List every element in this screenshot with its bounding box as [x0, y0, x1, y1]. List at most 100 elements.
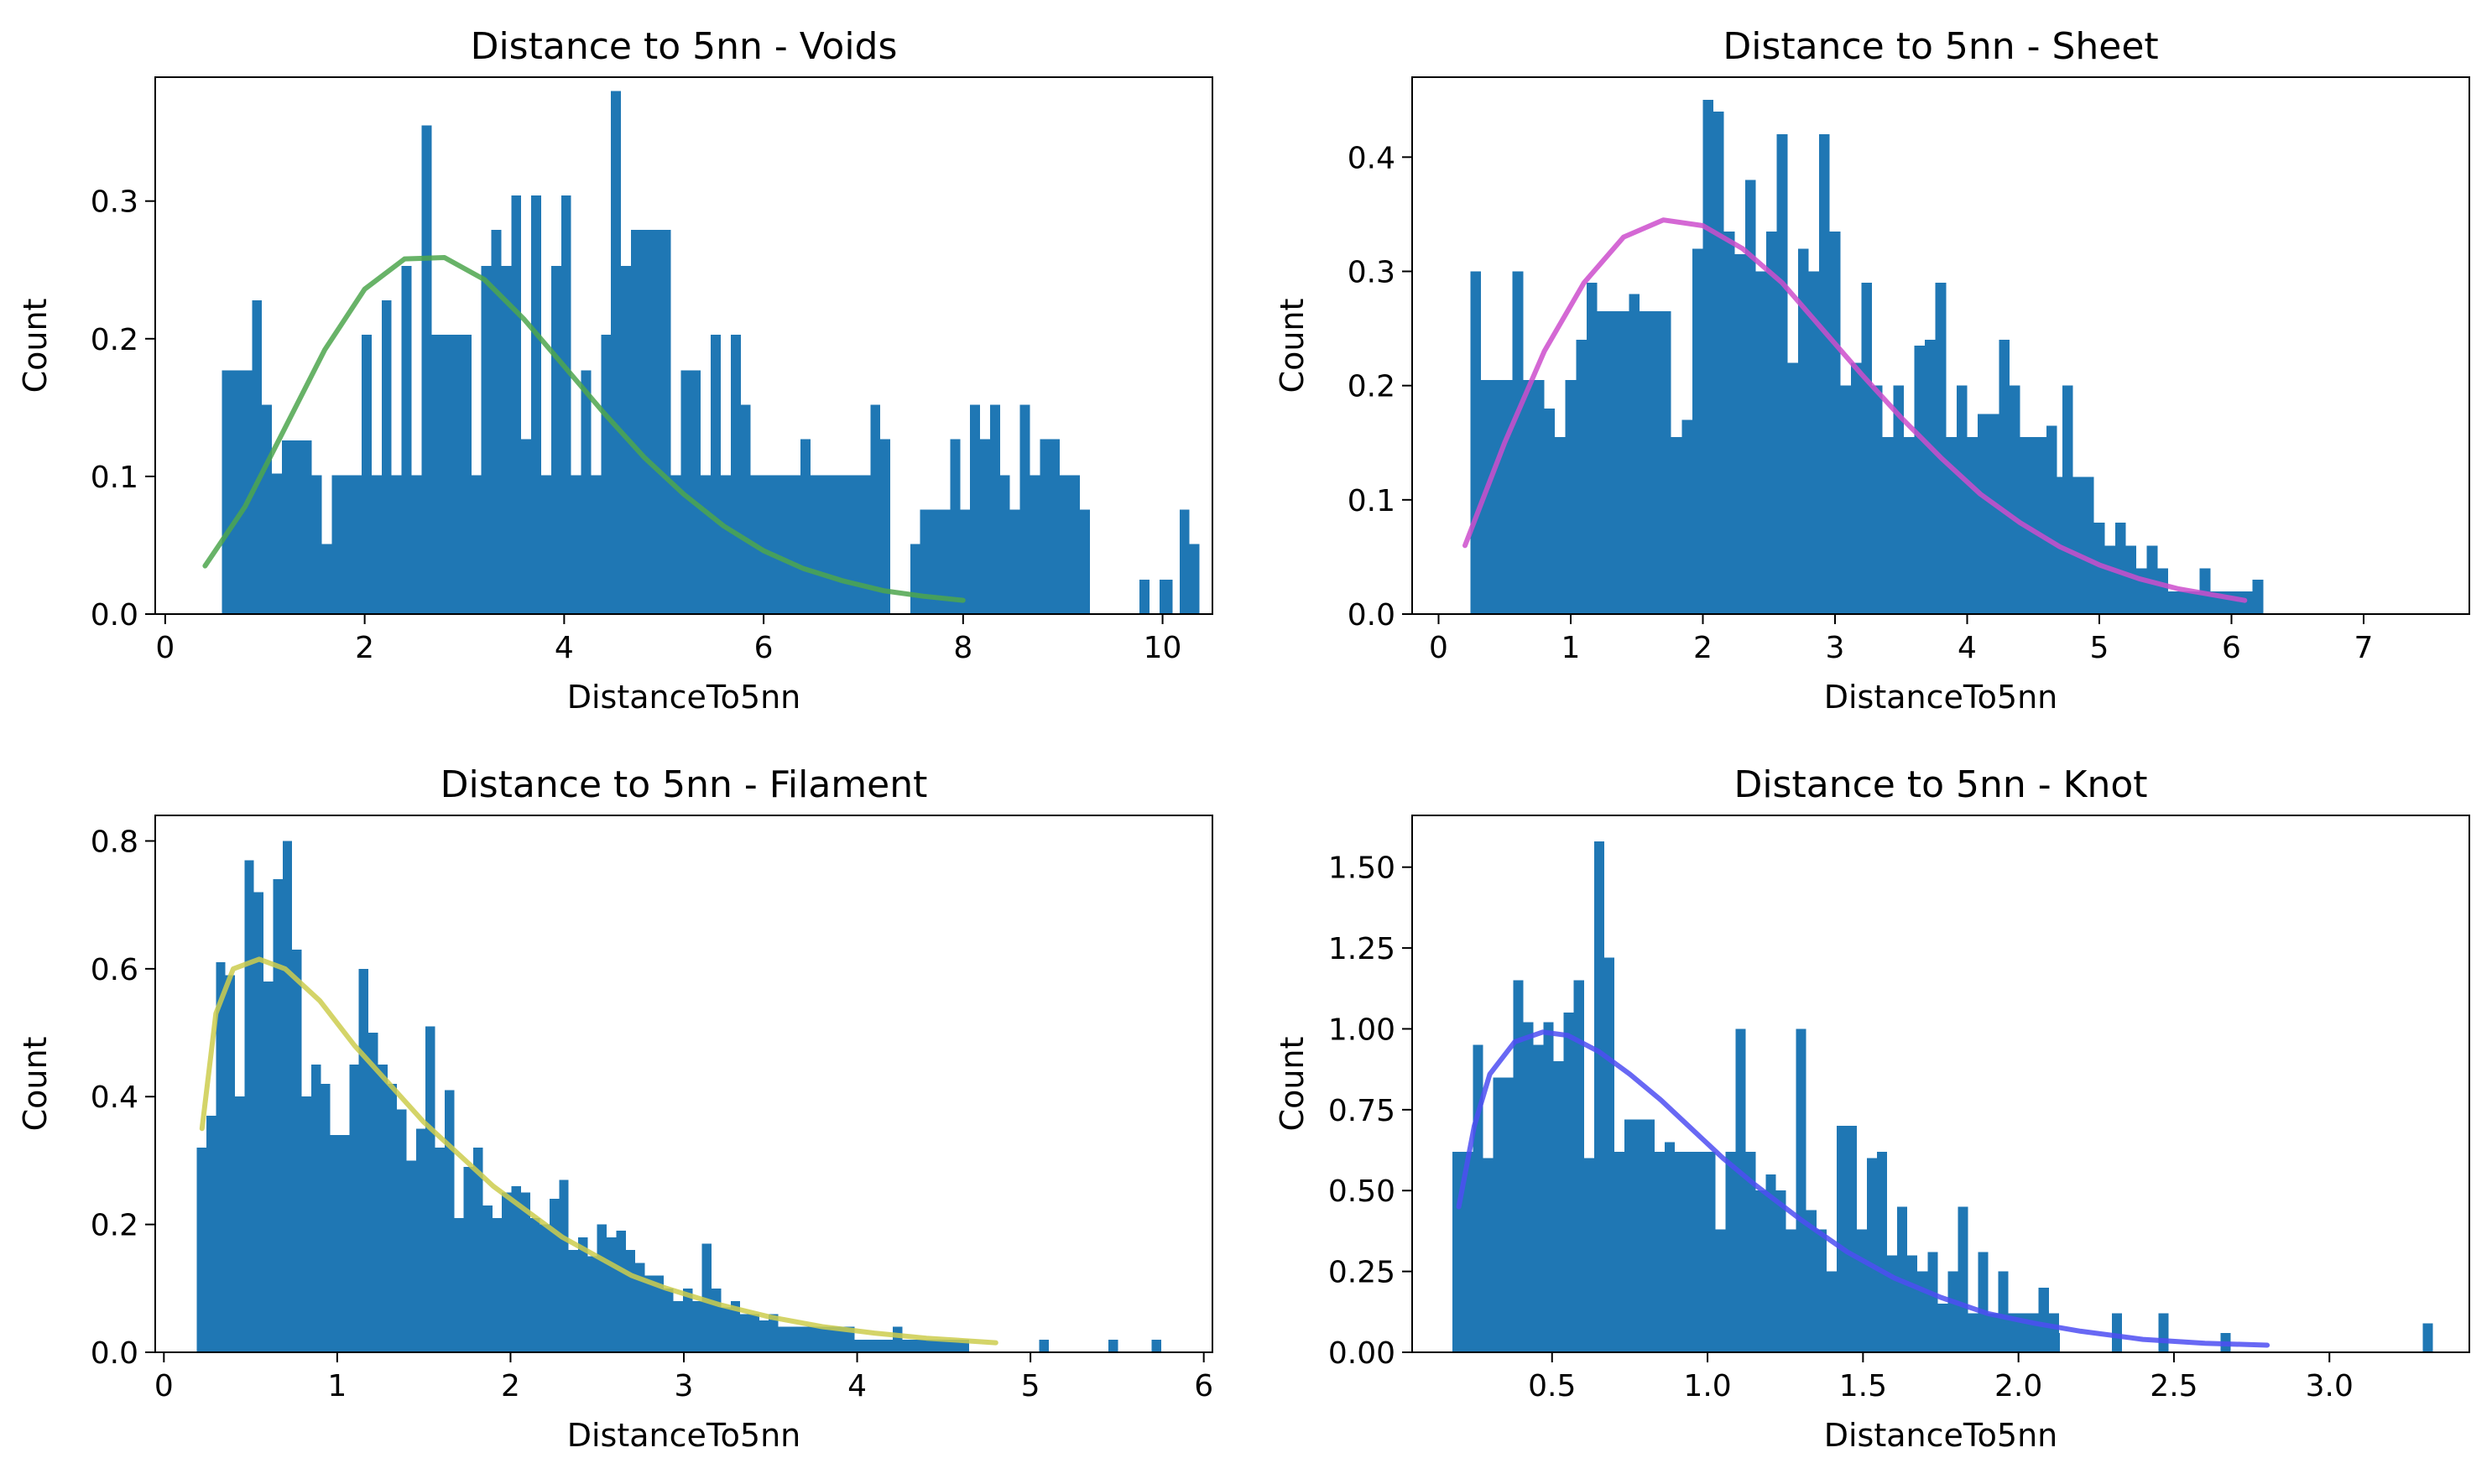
histogram-bar	[2046, 425, 2057, 614]
histogram-bar	[321, 1084, 331, 1352]
histogram-bar	[1665, 1142, 1676, 1352]
histogram-bar	[559, 1179, 569, 1352]
histogram-bar	[232, 370, 242, 614]
y-axis-label: Count	[17, 299, 54, 393]
histogram-bar	[2009, 385, 2020, 614]
subplot-4: 0.5 1.0 1.5 2.0 2.5 3.0 0.00 0.25 0.50 0.75 1.00 1.…	[1274, 763, 2470, 1454]
x-tick-label: 1.5	[1839, 1369, 1887, 1403]
histogram-bar	[601, 334, 612, 614]
histogram-bar	[1861, 283, 1873, 614]
histogram-bar	[242, 370, 253, 614]
histogram-bar	[1009, 509, 1020, 614]
histogram-bar	[1660, 311, 1671, 614]
histogram-bar	[1513, 980, 1524, 1352]
histogram-bar	[1151, 1339, 1162, 1352]
histogram-bar	[1866, 1158, 1878, 1352]
histogram-bar	[635, 1263, 645, 1352]
histogram-bar	[387, 1084, 398, 1352]
y-tick-label: 0.0	[91, 598, 138, 633]
histogram-bar	[2062, 385, 2073, 614]
y-tick-label: 0.8	[91, 825, 138, 859]
histogram-bar	[1998, 1271, 2009, 1352]
histogram-bar	[1544, 408, 1556, 614]
histogram-bar	[530, 1218, 540, 1352]
histogram-bar	[2028, 1313, 2039, 1352]
histogram-bar	[1470, 271, 1481, 614]
histogram-bar	[391, 475, 402, 614]
x-tick-label: 6	[1194, 1369, 1213, 1403]
histogram-bar	[371, 475, 382, 614]
histogram-bar	[492, 1218, 503, 1352]
histogram-bar	[225, 975, 236, 1352]
histogram-bar	[1473, 1044, 1483, 1352]
histogram-bar	[491, 230, 502, 614]
x-tick-label: 5	[1021, 1369, 1040, 1403]
histogram-bar	[273, 879, 283, 1352]
histogram-bar	[1935, 283, 1947, 614]
histogram-bar	[1685, 1151, 1696, 1352]
histogram-bar	[959, 1339, 969, 1352]
histogram-bar	[835, 1326, 846, 1352]
histogram-bar	[2178, 591, 2190, 614]
histogram-bar	[1512, 271, 1524, 614]
x-tick-label: 1.0	[1683, 1369, 1731, 1403]
histogram-bar	[578, 1237, 588, 1352]
histogram-bar	[790, 475, 801, 614]
histogram-bar	[854, 1339, 864, 1352]
histogram-bar	[2008, 1313, 2019, 1352]
histogram-bar	[253, 892, 264, 1352]
histogram-bar	[980, 439, 990, 614]
histogram-bar	[2125, 545, 2137, 614]
histogram-bar	[873, 1339, 884, 1352]
histogram-bar	[1189, 544, 1200, 614]
histogram-bar	[1573, 980, 1584, 1352]
histogram-bar	[1796, 1028, 1806, 1352]
x-tick-label: 0.5	[1528, 1369, 1576, 1403]
histogram-bar	[840, 475, 851, 614]
histogram-bar	[263, 982, 274, 1352]
y-tick-label: 0.50	[1328, 1174, 1395, 1209]
fit-curve	[1456, 1029, 2270, 1348]
histogram-bar	[2189, 591, 2200, 614]
histogram-bar	[1139, 579, 1150, 614]
histogram-bar	[1988, 414, 1999, 614]
histogram-bar	[2158, 1313, 2169, 1352]
x-axis-label: DistanceTo5nn	[567, 1417, 801, 1454]
histogram-bar	[1614, 1151, 1624, 1352]
histogram-bar	[749, 1314, 759, 1352]
histogram-bar	[1179, 509, 1190, 614]
histogram-bar	[501, 265, 512, 614]
histogram-bar	[206, 1116, 216, 1352]
histogram-bar	[597, 1224, 607, 1352]
histogram-bar	[1946, 436, 1957, 614]
histogram-bar	[1856, 1229, 1867, 1352]
histogram-bar	[730, 334, 741, 614]
axes-frame	[154, 76, 1213, 615]
histogram-bar	[950, 439, 961, 614]
histogram-bar	[1927, 1252, 1938, 1352]
histogram-bar	[680, 370, 691, 614]
histogram-bar	[1765, 1174, 1776, 1352]
histogram-bar	[1745, 1151, 1756, 1352]
histogram-bar	[272, 473, 282, 614]
x-tick-label: 7	[2354, 631, 2374, 665]
histogram-bar	[282, 841, 293, 1352]
histogram-bar	[222, 370, 232, 614]
x-tick-label: 0	[155, 631, 175, 665]
histogram-bar	[2252, 580, 2264, 614]
histogram-bar	[1776, 134, 1788, 615]
histogram-bar	[1593, 841, 1604, 1352]
histogram-bar	[1702, 100, 1714, 615]
histogram-bar	[311, 475, 322, 614]
chart-title: Distance to 5nn - Sheet	[1723, 25, 2158, 68]
histogram-bar	[931, 1339, 941, 1352]
histogram-bar	[1563, 1013, 1574, 1352]
histogram-bar	[262, 404, 273, 614]
histogram-bar	[830, 475, 841, 614]
histogram-bar	[1735, 1028, 1746, 1352]
histogram-bar	[1681, 419, 1692, 614]
histogram-bar	[1650, 311, 1661, 614]
histogram-bar	[352, 475, 362, 614]
histogram-bar	[701, 475, 712, 614]
histogram-bar	[511, 195, 522, 614]
